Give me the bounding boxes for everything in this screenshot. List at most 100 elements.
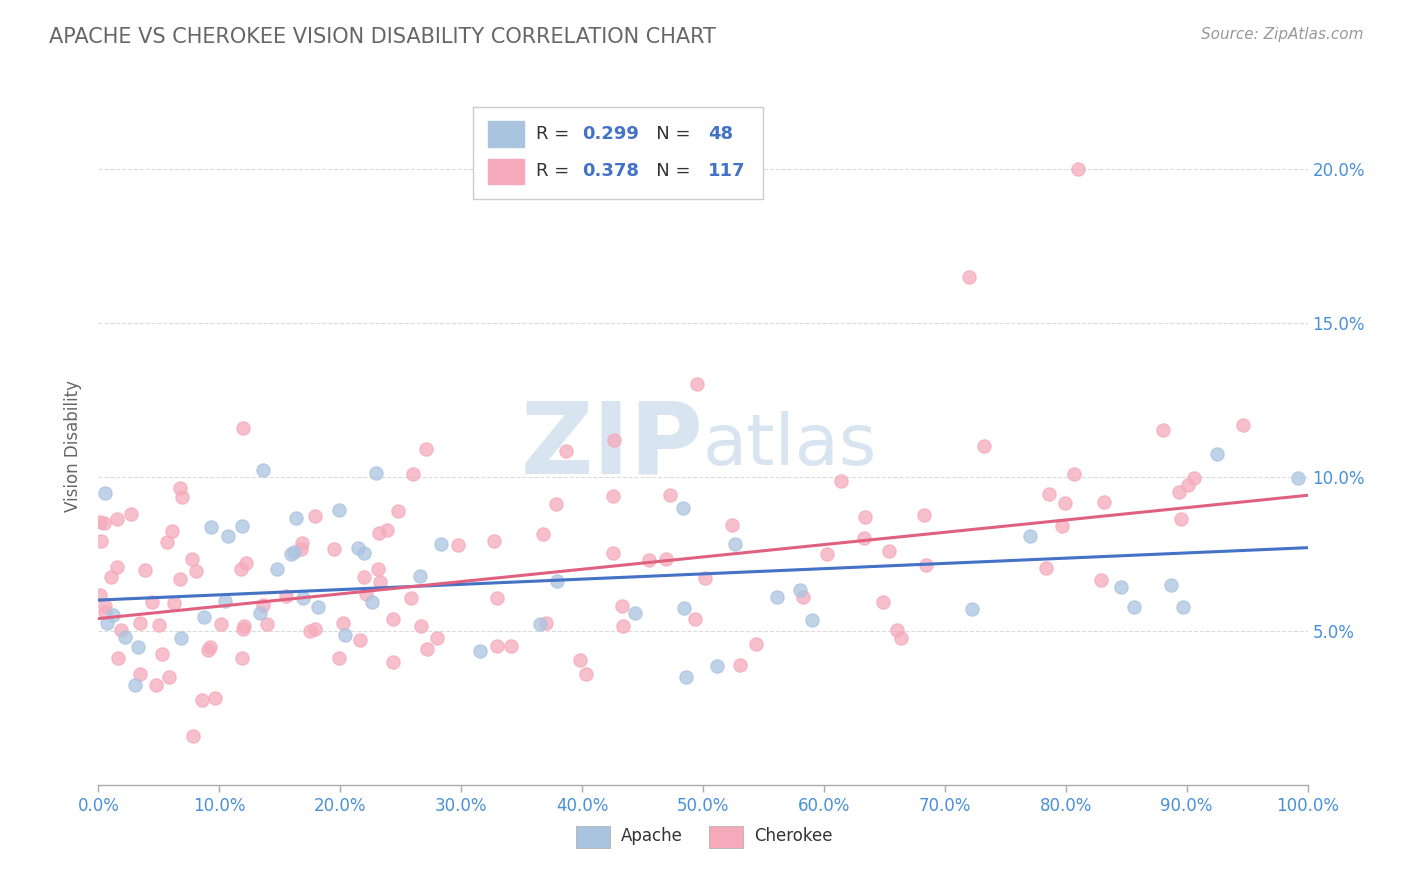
Text: Source: ZipAtlas.com: Source: ZipAtlas.com: [1201, 27, 1364, 42]
Point: [1160, 577, 1182, 591]
Point: [852, 532, 875, 546]
Point: [602, 489, 624, 503]
Point: [724, 537, 747, 551]
Point: [602, 546, 624, 560]
Point: [328, 502, 350, 516]
Point: [252, 462, 274, 476]
Point: [172, 491, 194, 505]
Point: [304, 622, 326, 636]
Point: [962, 601, 984, 615]
Point: [673, 601, 696, 615]
Point: [1232, 417, 1254, 432]
Point: [416, 642, 439, 657]
Point: [307, 600, 329, 615]
Text: 0.299: 0.299: [582, 125, 638, 143]
Point: [1206, 447, 1229, 461]
Point: [706, 659, 728, 673]
Point: [1168, 484, 1191, 499]
Point: [290, 542, 312, 557]
Point: [1063, 467, 1085, 481]
Point: [1170, 511, 1192, 525]
Point: [382, 655, 405, 669]
Point: [387, 504, 409, 518]
Point: [1109, 580, 1132, 594]
Point: [217, 529, 239, 543]
Point: [399, 591, 422, 605]
Point: [830, 474, 852, 488]
Point: [1182, 471, 1205, 485]
Point: [1035, 561, 1057, 575]
Point: [415, 442, 437, 456]
Text: Cherokee: Cherokee: [754, 827, 832, 845]
Point: [430, 537, 453, 551]
Point: [134, 563, 156, 577]
Point: [912, 508, 935, 523]
Point: [332, 615, 354, 630]
Point: [1177, 477, 1199, 491]
Point: [298, 624, 321, 638]
Point: [409, 619, 432, 633]
Text: atlas: atlas: [703, 411, 877, 481]
Point: [745, 637, 768, 651]
Point: [162, 596, 184, 610]
Point: [800, 613, 823, 627]
Point: [360, 595, 382, 609]
Point: [160, 524, 183, 538]
Point: [364, 467, 387, 481]
Text: 117: 117: [707, 162, 745, 180]
Point: [181, 729, 204, 743]
Point: [120, 507, 142, 521]
Point: [249, 607, 271, 621]
Text: R =: R =: [536, 162, 575, 180]
Point: [110, 624, 132, 638]
Point: [157, 670, 180, 684]
Point: [603, 433, 626, 447]
Point: [231, 650, 253, 665]
Point: [204, 691, 226, 706]
Text: APACHE VS CHEROKEE VISION DISABILITY CORRELATION CHART: APACHE VS CHEROKEE VISION DISABILITY COR…: [49, 27, 716, 46]
Point: [485, 639, 508, 653]
Point: [1050, 518, 1073, 533]
Text: 0.378: 0.378: [582, 162, 640, 180]
Point: [554, 444, 576, 458]
Point: [1152, 423, 1174, 437]
Point: [792, 591, 814, 605]
Point: [575, 666, 598, 681]
Point: [100, 570, 122, 584]
Text: ZIP: ZIP: [520, 398, 703, 494]
Point: [141, 595, 163, 609]
Point: [1090, 573, 1112, 587]
Point: [129, 615, 152, 630]
Point: [105, 560, 128, 574]
Point: [353, 570, 375, 584]
Point: [789, 583, 811, 598]
Point: [284, 511, 307, 525]
Point: [683, 612, 706, 626]
Point: [127, 640, 149, 654]
Point: [655, 552, 678, 566]
Point: [1286, 470, 1309, 484]
Point: [252, 598, 274, 612]
Point: [686, 376, 709, 391]
Point: [375, 523, 398, 537]
Point: [367, 562, 389, 576]
Point: [658, 488, 681, 502]
Point: [114, 630, 136, 644]
Point: [323, 542, 346, 557]
Point: [148, 618, 170, 632]
FancyBboxPatch shape: [709, 826, 742, 848]
Point: [546, 574, 568, 589]
Point: [233, 619, 256, 633]
Point: [484, 533, 506, 548]
Point: [638, 553, 661, 567]
Point: [1054, 495, 1077, 509]
Point: [624, 606, 647, 620]
Point: [152, 647, 174, 661]
Point: [156, 534, 179, 549]
Point: [534, 615, 557, 630]
Point: [89, 515, 111, 529]
Point: [402, 467, 425, 481]
Point: [89, 588, 111, 602]
Point: [1173, 600, 1195, 615]
Point: [280, 547, 302, 561]
